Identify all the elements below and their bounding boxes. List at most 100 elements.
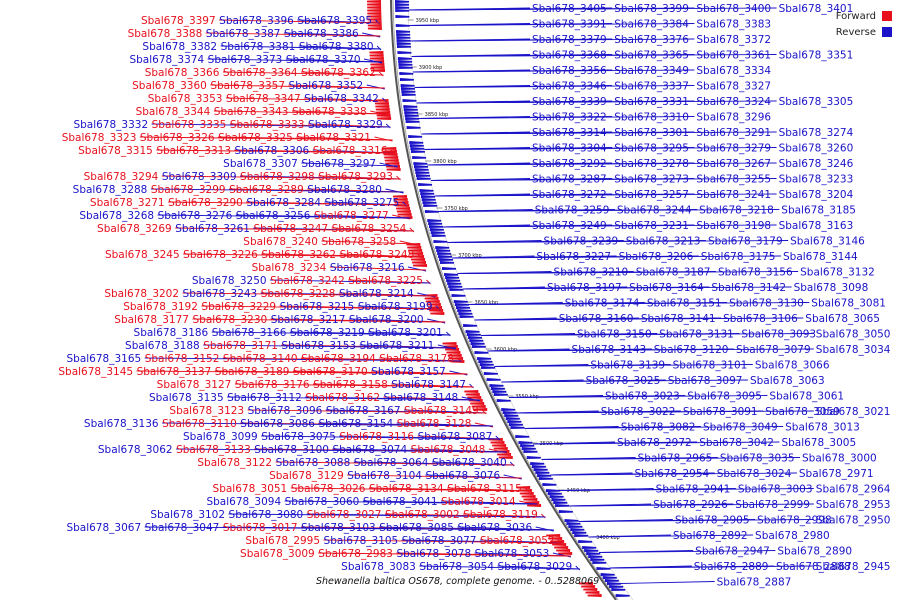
leader-line xyxy=(421,131,777,135)
reverse-gene-arrow xyxy=(492,390,507,393)
leader-line xyxy=(419,565,580,570)
forward-gene-arrow xyxy=(367,3,382,6)
gene-label-sbal678-3136: Sbal678_3136 xyxy=(84,418,159,430)
gene-label-sbal678-3094: Sbal678_3094 xyxy=(206,496,281,508)
gene-label-sbal678-3102: Sbal678_3102 xyxy=(150,509,225,521)
gene-label-sbal678-3157: Sbal678_3157 xyxy=(371,366,446,378)
leader-line xyxy=(431,178,777,181)
gene-label-sbal678-2887: Sbal678_2887 xyxy=(717,577,792,589)
reverse-gene-arrow xyxy=(428,222,443,225)
gene-label-sbal678-3133: Sbal678_3133 xyxy=(176,444,251,456)
forward-gene-arrow xyxy=(492,444,507,447)
forward-gene-arrow xyxy=(425,300,440,303)
leader-line xyxy=(144,357,462,362)
gene-label-sbal678-3106: Sbal678_3106 xyxy=(723,313,798,325)
reverse-gene-arrow xyxy=(481,366,496,369)
reverse-gene-arrow xyxy=(403,105,418,108)
leader-line xyxy=(480,333,814,336)
forward-gene-arrow xyxy=(367,15,382,18)
gene-label-sbal678-3233: Sbal678_3233 xyxy=(779,174,854,186)
gene-label-sbal678-3101: Sbal678_3101 xyxy=(673,360,748,372)
reverse-gene-arrow xyxy=(535,471,550,474)
leader-line xyxy=(284,500,538,505)
forward-gene-arrow xyxy=(548,537,563,540)
reverse-gene-arrow xyxy=(404,114,419,117)
leader-line xyxy=(168,201,407,206)
reverse-gene-arrow xyxy=(410,150,425,153)
gene-label-sbal678-3271: Sbal678_3271 xyxy=(90,197,165,209)
leader-line xyxy=(157,214,411,219)
gene-label-sbal678-3120: Sbal678_3120 xyxy=(654,344,729,356)
forward-gene-arrow xyxy=(516,486,531,489)
forward-gene-arrow xyxy=(554,546,569,549)
forward-gene-arrow xyxy=(497,453,512,456)
gene-label-sbal678-2947: Sbal678_2947 xyxy=(695,546,770,558)
gene-label-sbal678-3036: Sbal678_3036 xyxy=(457,522,532,534)
reverse-gene-arrow xyxy=(402,99,417,102)
forward-gene-arrow xyxy=(367,0,381,3)
gene-label-sbal678-3327: Sbal678_3327 xyxy=(696,81,771,93)
gene-label-sbal678-3021: Sbal678_3021 xyxy=(816,406,891,418)
gene-label-sbal678-3243: Sbal678_3243 xyxy=(183,288,258,300)
forward-gene-arrow xyxy=(426,303,441,306)
gene-label-sbal678-3293: Sbal678_3293 xyxy=(318,171,393,183)
forward-gene-arrow xyxy=(521,495,536,498)
reverse-gene-arrow xyxy=(558,510,573,513)
reverse-gene-arrow xyxy=(414,165,429,168)
reverse-gene-arrow xyxy=(553,501,568,504)
reverse-gene-arrow xyxy=(416,177,431,180)
reverse-gene-arrow xyxy=(397,51,412,54)
leader-line xyxy=(501,379,748,383)
gene-label-sbal678-3384: Sbal678_3384 xyxy=(614,19,689,31)
leader-line xyxy=(323,539,563,544)
reverse-gene-arrow xyxy=(493,393,508,396)
reverse-gene-arrow xyxy=(413,162,428,165)
gene-label-sbal678-3081: Sbal678_3081 xyxy=(811,298,886,310)
gene-label-sbal678-3255: Sbal678_3255 xyxy=(696,174,771,186)
reverse-gene-arrow xyxy=(409,141,424,144)
gene-label-sbal678-3276: Sbal678_3276 xyxy=(158,210,233,222)
gene-label-sbal678-3029: Sbal678_3029 xyxy=(498,561,573,573)
reverse-gene-arrow xyxy=(400,84,415,87)
reverse-gene-arrow xyxy=(412,156,427,159)
reverse-gene-arrow xyxy=(431,234,446,237)
gene-label-sbal678-3260: Sbal678_3260 xyxy=(779,143,854,155)
leader-line xyxy=(139,136,393,141)
leader-line xyxy=(409,23,695,26)
gene-label-sbal678-3245: Sbal678_3245 xyxy=(105,249,180,261)
gene-label-sbal678-2980: Sbal678_2980 xyxy=(755,530,830,542)
gene-label-sbal678-3349: Sbal678_3349 xyxy=(614,65,689,77)
leader-line xyxy=(620,581,715,584)
gene-label-sbal678-3323: Sbal678_3323 xyxy=(62,132,137,144)
leader-line xyxy=(301,162,398,167)
forward-gene-arrow xyxy=(367,9,382,13)
gene-label-sbal678-3076: Sbal678_3076 xyxy=(425,470,500,482)
forward-gene-arrow xyxy=(370,66,385,69)
gene-label-sbal678-3329: Sbal678_3329 xyxy=(308,119,383,131)
forward-gene-arrow xyxy=(367,18,382,21)
gene-label-sbal678-3234: Sbal678_3234 xyxy=(252,262,327,274)
gene-label-sbal678-3301: Sbal678_3301 xyxy=(614,127,689,139)
forward-gene-arrow xyxy=(367,24,382,27)
gene-label-sbal678-3177: Sbal678_3177 xyxy=(114,314,189,326)
forward-gene-arrow xyxy=(585,591,600,594)
reverse-gene-arrow xyxy=(423,204,438,207)
reverse-gene-arrow xyxy=(396,30,411,33)
reverse-gene-arrow xyxy=(395,24,410,27)
gene-label-sbal678-3186: Sbal678_3186 xyxy=(134,327,209,339)
gene-label-sbal678-3216: Sbal678_3216 xyxy=(330,262,405,274)
reverse-gene-arrow xyxy=(398,63,413,66)
scale-tick-label: 3450 kbp xyxy=(567,488,591,494)
gene-label-sbal678-3024: Sbal678_3024 xyxy=(717,468,792,480)
gene-label-sbal678-3086: Sbal678_3086 xyxy=(240,418,315,430)
leader-line xyxy=(494,364,753,367)
gene-label-sbal678-3142: Sbal678_3142 xyxy=(711,282,786,294)
reverse-gene-arrow xyxy=(401,93,416,96)
gene-label-sbal678-3023: Sbal678_3023 xyxy=(605,391,680,403)
forward-gene-arrow xyxy=(396,207,411,211)
reverse-gene-arrow xyxy=(456,306,471,309)
leader-line xyxy=(144,526,554,531)
gene-label-sbal678-3146: Sbal678_3146 xyxy=(790,236,865,248)
gene-label-sbal678-2983: Sbal678_2983 xyxy=(318,548,393,560)
gene-label-sbal678-3134: Sbal678_3134 xyxy=(369,483,444,495)
